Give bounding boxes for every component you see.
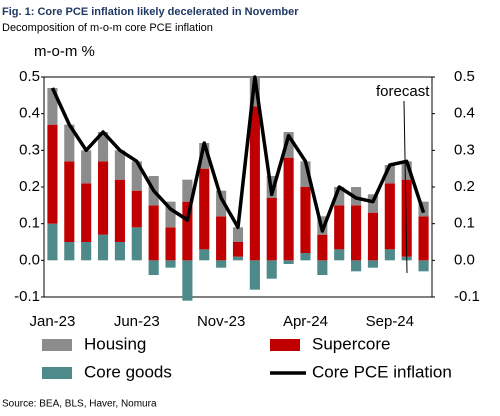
x-tick-label: Jun-23	[114, 313, 160, 330]
x-tick-label: Apr-24	[283, 313, 328, 330]
bar	[165, 260, 176, 268]
bar	[283, 157, 294, 261]
legend-label: Core PCE inflation	[312, 362, 452, 381]
bar	[351, 205, 362, 261]
bar	[283, 260, 294, 264]
bar	[64, 124, 75, 162]
bar	[216, 260, 227, 268]
bar	[114, 150, 125, 180]
bar	[199, 249, 210, 261]
bar	[232, 256, 244, 261]
x-tick-label: Jan-23	[29, 313, 75, 330]
bar	[418, 216, 429, 261]
bar	[216, 216, 227, 261]
source: Source: BEA, BLS, Haver, Nomura	[2, 399, 157, 410]
bar	[182, 179, 193, 202]
bar	[300, 253, 311, 261]
y2-tick-label: 0.0	[454, 251, 475, 268]
bar	[367, 212, 379, 261]
legend-label: Housing	[84, 334, 146, 353]
x-tick-label: Nov-23	[197, 313, 245, 330]
bar	[114, 179, 125, 242]
bar	[232, 227, 244, 242]
bar	[249, 106, 260, 261]
bar	[81, 242, 92, 261]
bar	[266, 198, 277, 261]
legend-swatch	[270, 339, 300, 351]
bar	[47, 88, 58, 125]
bar	[401, 179, 412, 257]
y2-tick-label: 0.3	[454, 141, 475, 158]
y-axis-label: m-o-m %	[34, 43, 95, 60]
y2-tick-label: -0.1	[454, 288, 480, 305]
line	[50, 75, 426, 233]
bar	[182, 201, 193, 261]
bar	[418, 260, 429, 272]
bar	[131, 190, 142, 228]
bar	[283, 132, 294, 158]
bar	[334, 249, 345, 261]
y-tick-label: 0.2	[19, 178, 40, 195]
bar	[317, 260, 328, 275]
bar	[300, 187, 311, 253]
bar	[114, 242, 125, 261]
bar	[384, 183, 395, 250]
y-tick-label: -0.1	[14, 288, 40, 305]
bar	[64, 161, 75, 242]
bar	[182, 260, 193, 301]
bar	[97, 161, 109, 235]
bar	[165, 227, 176, 261]
annotation: forecast	[376, 83, 430, 100]
bar	[367, 260, 379, 268]
bar	[47, 223, 58, 261]
y2-tick-label: 0.4	[454, 105, 475, 122]
bar	[165, 201, 176, 228]
y-tick-label: 0.3	[19, 141, 40, 158]
bar	[367, 194, 379, 213]
y2-tick-label: 0.1	[454, 215, 475, 232]
bar	[384, 165, 395, 184]
bar	[216, 190, 227, 217]
bar	[131, 161, 142, 191]
chart-subtitle: Decomposition of m-o-m core PCE inflatio…	[2, 22, 213, 34]
bar	[64, 242, 75, 261]
bar	[401, 161, 412, 180]
chart-title: Fig. 1: Core PCE inflation likely decele…	[2, 6, 299, 18]
y-tick-label: 0.0	[19, 251, 40, 268]
legend-swatch	[42, 367, 72, 379]
bar	[249, 260, 260, 290]
bar	[317, 234, 328, 261]
y2-tick-label: 0.5	[454, 68, 475, 85]
legend-label: Core goods	[84, 362, 172, 381]
bar	[232, 242, 244, 257]
annotation-line	[403, 100, 408, 274]
y2-tick-label: 0.2	[454, 178, 475, 195]
legend-swatch	[42, 339, 72, 351]
y-tick-label: 0.4	[19, 105, 40, 122]
bar	[131, 227, 142, 261]
bar	[47, 124, 58, 224]
bar	[97, 234, 109, 261]
bar	[97, 132, 109, 162]
bar	[199, 143, 210, 169]
y-tick-label: 0.1	[19, 215, 40, 232]
bar	[334, 187, 345, 206]
bar	[266, 260, 277, 279]
legend-label: Supercore	[312, 334, 390, 353]
x-tick-label: Sep-24	[366, 313, 414, 330]
bar	[384, 249, 395, 261]
y-tick-label: 0.5	[19, 68, 40, 85]
bar	[334, 205, 345, 250]
bar	[81, 183, 92, 242]
bar	[148, 260, 159, 275]
bar	[148, 205, 159, 261]
bar	[300, 161, 311, 187]
bar	[81, 150, 92, 184]
bar	[351, 260, 362, 272]
bar	[199, 168, 210, 250]
